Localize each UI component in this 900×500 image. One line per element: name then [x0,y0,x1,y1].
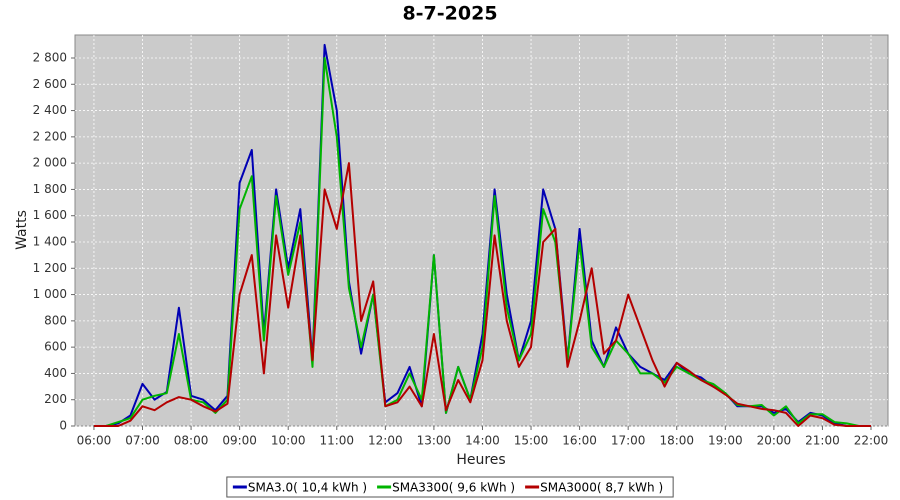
x-tick-label: 20:00 [757,434,792,448]
legend-label: SMA3000( 8,7 kWh ) [540,481,663,495]
y-tick-label: 1 200 [33,261,67,275]
y-tick-label: 2 200 [33,129,67,143]
x-tick-label: 09:00 [222,434,257,448]
x-tick-label: 21:00 [805,434,840,448]
x-tick-label: 10:00 [271,434,306,448]
y-axis-label: Watts [14,210,30,250]
chart-title: 8-7-2025 [402,3,497,25]
y-tick-label: 200 [44,392,67,406]
y-tick-label: 600 [44,340,67,354]
y-tick-label: 1 400 [33,235,67,249]
x-tick-label: 19:00 [708,434,743,448]
x-tick-label: 13:00 [417,434,452,448]
y-tick-label: 400 [44,366,67,380]
y-tick-label: 800 [44,313,67,327]
legend-label: SMA3.0( 10,4 kWh ) [248,481,367,495]
legend: SMA3.0( 10,4 kWh ) SMA3300( 9,6 kWh ) SMA3… [226,476,674,498]
x-tick-label: 08:00 [174,434,209,448]
legend-box [226,476,674,498]
series-line [93,162,871,427]
x-axis-label: Heures [456,452,505,468]
x-tick-label: 07:00 [125,434,160,448]
x-tick-label: 15:00 [514,434,549,448]
x-tick-label: 17:00 [611,434,646,448]
y-tick-label: 2 600 [33,77,67,91]
x-tick-label: 12:00 [368,434,403,448]
y-tick-label: 1 800 [33,182,67,196]
y-tick-label: 2 400 [33,103,67,117]
plot-area [74,34,889,427]
y-tick-label: 0 [59,419,67,433]
y-tick-label: 1 000 [33,287,67,301]
x-tick-label: 18:00 [659,434,694,448]
y-tick-label: 1 600 [33,208,67,222]
x-tick-label: 11:00 [319,434,354,448]
x-tick-label: 22:00 [854,434,889,448]
y-tick-label: 2 800 [33,51,67,65]
x-tick-label: 16:00 [562,434,597,448]
y-tick-label: 2 000 [33,156,67,170]
legend-label: SMA3300( 9,6 kWh ) [392,481,515,495]
x-tick-label: 14:00 [465,434,500,448]
x-tick-label: 06:00 [77,434,112,448]
